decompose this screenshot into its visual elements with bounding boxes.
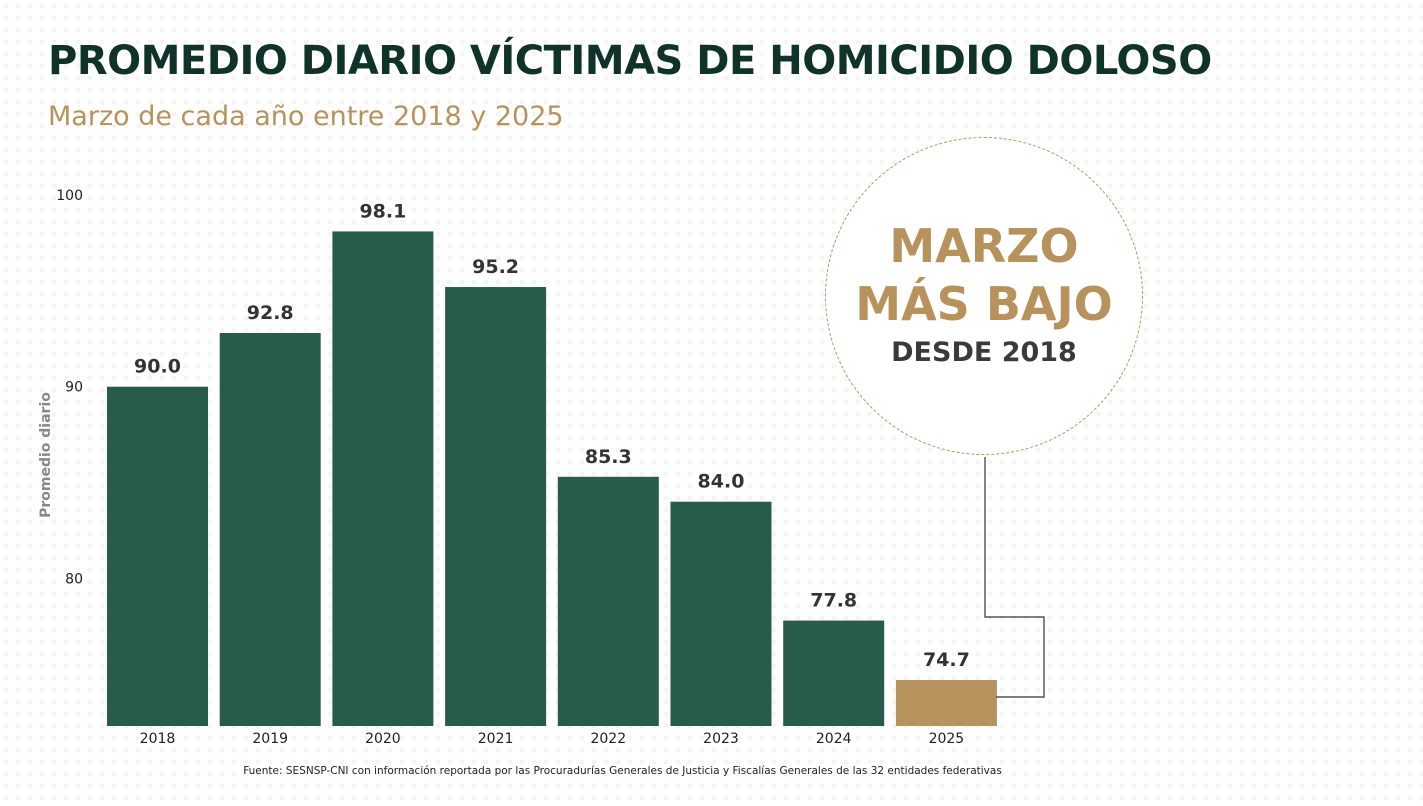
page-title: PROMEDIO DIARIO VÍCTIMAS DE HOMICIDIO DO… (48, 38, 1212, 84)
data-label-2020: 98.1 (359, 200, 406, 222)
bar-2023 (670, 501, 772, 726)
callout-line-desde: DESDE 2018 (891, 337, 1077, 368)
bar-2020 (332, 231, 434, 727)
data-label-2021: 95.2 (472, 256, 519, 278)
y-tick-label: 80 (65, 571, 83, 587)
callout-circle (825, 137, 1143, 455)
y-tick-label: 90 (65, 380, 83, 396)
data-label-2019: 92.8 (247, 302, 294, 324)
y-axis-label: Promedio diario (38, 392, 54, 518)
bar-2018 (107, 386, 208, 726)
data-label-2022: 85.3 (585, 446, 632, 468)
x-tick-label-2025: 2025 (929, 731, 965, 747)
callout-connector-line (984, 457, 1045, 698)
callout-line-mas-bajo: MÁS BAJO (855, 277, 1113, 331)
data-label-2024: 77.8 (810, 590, 857, 612)
x-tick-label-2021: 2021 (478, 731, 514, 747)
data-label-2018: 90.0 (134, 356, 181, 378)
y-axis-ticks: 80 90 100 (56, 188, 83, 587)
data-labels: 90.0 92.8 98.1 95.2 85.3 84.0 77.8 74.7 (134, 200, 970, 671)
bar-2024 (783, 620, 885, 726)
x-tick-label-2020: 2020 (365, 731, 401, 747)
callout-text: MARZO MÁS BAJO DESDE 2018 (825, 217, 1143, 373)
data-label-2025: 74.7 (923, 649, 970, 671)
x-tick-label-2019: 2019 (252, 731, 288, 747)
bar-2025 (895, 679, 997, 726)
bar-2019 (219, 333, 321, 726)
bars (107, 231, 997, 727)
data-label-2023: 84.0 (698, 471, 745, 493)
y-tick-label: 100 (56, 188, 83, 204)
x-tick-label-2022: 2022 (590, 731, 626, 747)
x-tick-label-2018: 2018 (140, 731, 176, 747)
x-tick-label-2024: 2024 (816, 731, 852, 747)
callout-line-marzo: MARZO (889, 219, 1079, 273)
bar-2021 (445, 287, 547, 726)
page-subtitle: Marzo de cada año entre 2018 y 2025 (48, 101, 564, 132)
x-axis-labels: 2018 2019 2020 2021 2022 2023 2024 2025 (140, 731, 965, 747)
source-note: Fuente: SESNSP-CNI con información repor… (243, 765, 1002, 777)
x-tick-label-2023: 2023 (703, 731, 739, 747)
bar-2022 (557, 476, 659, 726)
